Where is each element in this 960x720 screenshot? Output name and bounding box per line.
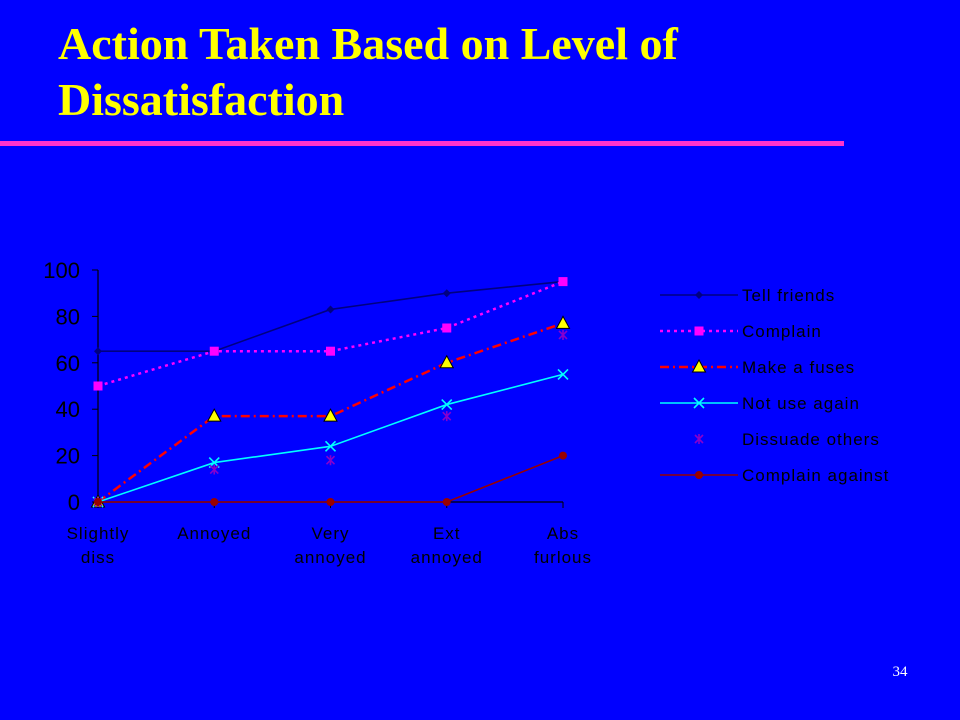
series-complain bbox=[93, 277, 568, 391]
legend-item: Complain bbox=[660, 322, 822, 341]
data-point bbox=[206, 408, 222, 422]
data-point bbox=[94, 498, 102, 506]
series-not-use-again bbox=[92, 368, 569, 508]
legend-label: Make a fuses bbox=[742, 358, 855, 377]
series-tell-friends bbox=[94, 277, 567, 356]
data-point bbox=[555, 315, 571, 329]
data-point bbox=[442, 323, 452, 333]
data-point bbox=[558, 329, 568, 340]
y-tick-label: 100 bbox=[43, 258, 80, 283]
data-point bbox=[210, 498, 219, 506]
x-tick-label: Annoyed bbox=[177, 524, 251, 543]
legend-label: Dissuade others bbox=[742, 430, 880, 449]
chart-legend: Tell friends Complain Make a fuses Not use … bbox=[660, 286, 889, 485]
data-point bbox=[324, 440, 337, 452]
x-tick-label: Very annoyed bbox=[294, 524, 366, 567]
x-tick-label: Abs furlous bbox=[534, 524, 592, 567]
series-complain-against bbox=[94, 451, 567, 506]
plot-series bbox=[90, 277, 571, 508]
x-tick-label: Ext annoyed bbox=[411, 524, 483, 567]
x-tick-label: Slightly diss bbox=[67, 524, 130, 567]
y-tick-label: 20 bbox=[56, 444, 80, 469]
slide-title: Action Taken Based on Level of Dissatisf… bbox=[58, 18, 678, 125]
data-point bbox=[326, 498, 335, 506]
data-point bbox=[557, 368, 569, 380]
legend-marker bbox=[694, 434, 704, 444]
data-point bbox=[209, 464, 219, 475]
y-tick-label: 40 bbox=[56, 397, 80, 422]
y-tick-label: 0 bbox=[68, 490, 80, 515]
legend-item: Complain against bbox=[660, 466, 889, 485]
data-point bbox=[209, 346, 219, 356]
data-point bbox=[442, 289, 451, 298]
data-point bbox=[326, 305, 335, 314]
legend-marker bbox=[693, 397, 705, 409]
page-number: 34 bbox=[892, 664, 908, 680]
data-point bbox=[442, 498, 451, 506]
data-point bbox=[326, 346, 335, 356]
legend-marker bbox=[695, 471, 703, 479]
data-point bbox=[442, 411, 452, 422]
legend-label: Complain against bbox=[742, 466, 889, 485]
plot-axes: 0 20 40 60 80 100 Slightly diss Annoyed Very annoy… bbox=[43, 258, 592, 567]
legend-item: Tell friends bbox=[660, 286, 835, 305]
data-point bbox=[93, 381, 103, 391]
legend-item: Not use again bbox=[660, 394, 860, 413]
series-make-a-fuses bbox=[90, 315, 571, 508]
series-line bbox=[97, 280, 564, 388]
y-tick-label: 60 bbox=[56, 351, 80, 376]
data-point bbox=[559, 451, 567, 460]
data-point bbox=[323, 408, 338, 422]
legend-label: Tell friends bbox=[742, 286, 835, 305]
legend-label: Not use again bbox=[742, 394, 860, 413]
legend-label: Complain bbox=[742, 322, 822, 341]
series-line bbox=[98, 280, 564, 353]
data-point bbox=[558, 277, 568, 287]
y-tick-label: 80 bbox=[56, 304, 80, 329]
data-point bbox=[441, 398, 453, 411]
legend-marker bbox=[695, 291, 703, 299]
data-point bbox=[325, 455, 336, 466]
title-divider bbox=[0, 141, 844, 146]
legend-marker bbox=[694, 326, 704, 336]
legend-marker bbox=[691, 358, 707, 373]
legend-item: Dissuade others bbox=[694, 430, 880, 449]
legend-item: Make a fuses bbox=[660, 358, 855, 377]
data-point bbox=[94, 347, 102, 356]
data-point bbox=[439, 354, 455, 369]
